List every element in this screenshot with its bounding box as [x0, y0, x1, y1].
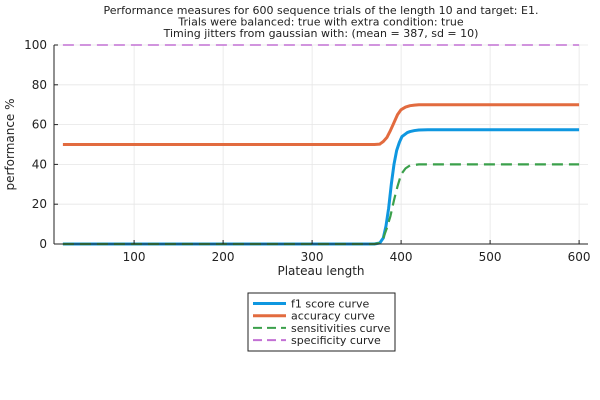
- plot-series: [62, 44, 580, 246]
- x-tick-label: 600: [568, 250, 591, 264]
- x-tick-label: 300: [301, 250, 324, 264]
- y-tick-label: 100: [24, 38, 47, 52]
- legend-label: accuracy curve: [291, 310, 375, 323]
- x-tick-label: 100: [123, 250, 146, 264]
- title-line: Trials were balanced: true with extra co…: [177, 16, 463, 29]
- y-tick-label: 40: [32, 157, 47, 171]
- y-tick-label: 80: [32, 78, 47, 92]
- legend-label: f1 score curve: [291, 298, 369, 311]
- tick-labels: 100 200 300 400 500 600 0 20 40 60 80 100: [24, 38, 590, 264]
- y-tick-label: 20: [32, 197, 47, 211]
- x-axis-label: Plateau length: [277, 264, 364, 278]
- chart-title: Performance measures for 600 sequence tr…: [104, 4, 539, 40]
- series-line-2: [62, 103, 580, 146]
- x-tick-label: 500: [479, 250, 502, 264]
- title-line: Performance measures for 600 sequence tr…: [104, 4, 539, 17]
- legend-label: specificity curve: [291, 334, 381, 347]
- y-tick-label: 60: [32, 118, 47, 132]
- y-tick-label: 0: [39, 237, 47, 251]
- y-axis-label: performance %: [3, 98, 17, 190]
- x-tick-label: 200: [212, 250, 235, 264]
- axes: [53, 44, 588, 245]
- legend-label: sensitivities curve: [291, 322, 391, 335]
- series-line-1: [62, 128, 580, 246]
- title-line: Timing jitters from gaussian with: (mean…: [163, 27, 479, 40]
- x-tick-label: 400: [390, 250, 413, 264]
